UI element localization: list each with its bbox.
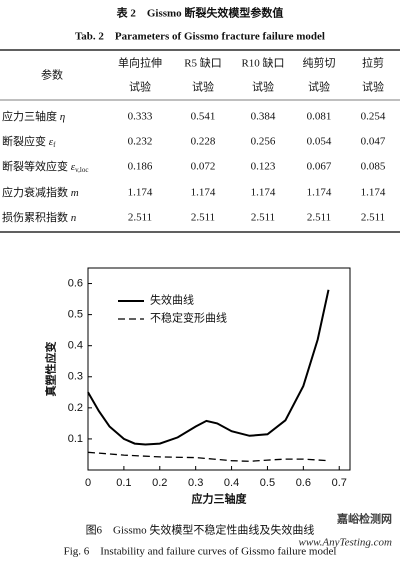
row-symbol-sub: f bbox=[53, 141, 56, 149]
table-header: 试验 bbox=[308, 80, 330, 94]
table-cell: 2.511 bbox=[361, 212, 385, 224]
row-label-text: 应力三轴度 bbox=[2, 109, 60, 123]
figure-caption-cn: 图6 Gissmo 失效模型不稳定性曲线及失效曲线 bbox=[86, 523, 315, 537]
x-tick-label: 0 bbox=[85, 477, 91, 489]
table-cell: 0.232 bbox=[128, 136, 153, 148]
watermark-url: www.AnyTesting.com bbox=[298, 537, 392, 549]
table-cell: 0.072 bbox=[191, 161, 216, 173]
row-label-text: 断裂等效应变 bbox=[2, 159, 71, 173]
figure-caption-en: Fig. 6 Instability and failure curves of… bbox=[64, 546, 337, 558]
row-symbol: m bbox=[71, 187, 79, 199]
table-header: 试验 bbox=[129, 80, 151, 94]
table-cell: 0.186 bbox=[128, 161, 153, 173]
table-cell: 0.047 bbox=[361, 136, 386, 148]
row-label: 应力三轴度 η bbox=[2, 109, 65, 123]
table-header: 试验 bbox=[192, 80, 214, 94]
row-label: 损伤累积指数 n bbox=[2, 210, 77, 224]
row-symbol: ε bbox=[49, 136, 54, 148]
x-axis-label: 应力三轴度 bbox=[192, 492, 248, 506]
y-tick-label: 0.6 bbox=[68, 277, 83, 289]
table-cell: 0.081 bbox=[307, 111, 332, 123]
table-cell: 2.511 bbox=[307, 212, 331, 224]
y-tick-label: 0.5 bbox=[68, 309, 83, 321]
watermark: 嘉峪检测网 bbox=[336, 512, 392, 526]
table-cell: 0.228 bbox=[191, 136, 216, 148]
y-tick-label: 0.2 bbox=[68, 402, 83, 414]
table-header: R10 缺口 bbox=[241, 56, 284, 70]
series-line bbox=[87, 451, 329, 462]
legend-label: 失效曲线 bbox=[150, 293, 194, 307]
x-tick-label: 0.7 bbox=[332, 477, 347, 489]
row-label: 应力衰减指数 m bbox=[2, 185, 79, 199]
table-cell: 0.384 bbox=[251, 111, 276, 123]
row-symbol: n bbox=[71, 212, 77, 224]
table-cell: 0.123 bbox=[251, 161, 276, 173]
y-tick-label: 0.3 bbox=[68, 371, 83, 383]
row-symbol: ε bbox=[71, 161, 76, 173]
x-tick-label: 0.4 bbox=[224, 477, 239, 489]
row-label: 断裂等效应变 εv,loc bbox=[2, 159, 88, 174]
table-header: R5 缺口 bbox=[184, 56, 222, 70]
row-symbol: η bbox=[60, 111, 65, 123]
row-label-text: 损伤累积指数 bbox=[2, 210, 71, 224]
table-cell: 0.054 bbox=[307, 136, 332, 148]
table-cell: 0.254 bbox=[361, 111, 386, 123]
x-tick-label: 0.5 bbox=[260, 477, 275, 489]
y-axis-label: 真塑性应变 bbox=[44, 342, 58, 397]
x-tick-label: 0.6 bbox=[296, 477, 311, 489]
table-cell: 2.511 bbox=[128, 212, 152, 224]
table-cell: 1.174 bbox=[251, 187, 276, 199]
y-tick-label: 0.4 bbox=[68, 340, 83, 352]
table-cell: 1.174 bbox=[361, 187, 386, 199]
table-header: 参数 bbox=[41, 68, 63, 82]
table-cell: 1.174 bbox=[191, 187, 216, 199]
table-cell: 2.511 bbox=[191, 212, 215, 224]
table-cell: 0.333 bbox=[128, 111, 153, 123]
table-cell: 0.067 bbox=[307, 161, 332, 173]
table-header: 纯剪切 bbox=[303, 56, 336, 70]
x-tick-label: 0.3 bbox=[188, 477, 203, 489]
table-cell: 2.511 bbox=[251, 212, 275, 224]
table-caption-en: Tab. 2 Parameters of Gissmo fracture fai… bbox=[75, 31, 325, 43]
x-tick-label: 0.2 bbox=[152, 477, 167, 489]
table-cell: 1.174 bbox=[128, 187, 153, 199]
table-cell: 0.541 bbox=[191, 111, 216, 123]
row-label-text: 应力衰减指数 bbox=[2, 185, 71, 199]
table-cell: 0.256 bbox=[251, 136, 276, 148]
table-header: 试验 bbox=[362, 80, 384, 94]
table-header: 试验 bbox=[252, 80, 274, 94]
table-header: 拉剪 bbox=[362, 56, 384, 70]
row-symbol-sub: v,loc bbox=[75, 166, 88, 174]
row-label-text: 断裂应变 bbox=[2, 134, 49, 148]
legend-label: 不稳定变形曲线 bbox=[150, 311, 227, 325]
table-cell: 1.174 bbox=[307, 187, 332, 199]
table-header: 单向拉伸 bbox=[118, 56, 162, 70]
row-label: 断裂应变 εf bbox=[2, 134, 56, 149]
table-cell: 0.085 bbox=[361, 161, 386, 173]
series-line bbox=[87, 289, 330, 446]
table-caption-cn: 表 2 Gissmo 断裂失效模型参数值 bbox=[116, 6, 284, 20]
y-tick-label: 0.1 bbox=[68, 433, 83, 445]
x-tick-label: 0.1 bbox=[116, 477, 131, 489]
plot-frame bbox=[87, 267, 351, 471]
